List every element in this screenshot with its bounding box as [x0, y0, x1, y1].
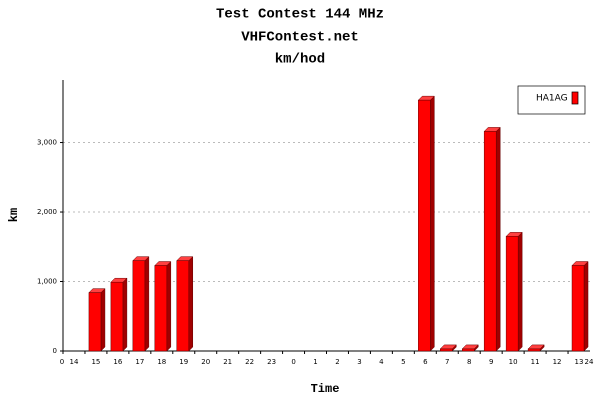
bar-side — [583, 260, 589, 352]
bar — [110, 281, 124, 352]
x-tick-label: 19 — [179, 358, 188, 366]
bar — [418, 99, 431, 352]
x-tick-label: 20 — [201, 358, 210, 366]
y-tick-label: 3,000 — [37, 139, 57, 147]
x-tick-label: 6 — [423, 358, 428, 366]
x-tick-label: 21 — [223, 358, 232, 366]
bar — [483, 131, 497, 352]
bar-side — [188, 256, 194, 352]
x-tick-label: 10 — [509, 358, 518, 366]
x-end-label: 0 — [60, 358, 64, 366]
bar-side — [122, 277, 128, 352]
x-tick-label: 16 — [113, 358, 122, 366]
bar — [176, 260, 190, 352]
x-tick-label: 3 — [357, 358, 361, 366]
bar-side — [166, 260, 172, 352]
x-tick-label: 18 — [157, 358, 166, 366]
y-tick-label: 1,000 — [37, 278, 57, 286]
x-tick-label: 0 — [291, 358, 295, 366]
chart-subtitle: km/hod — [275, 52, 325, 68]
x-tick-label: 2 — [335, 358, 339, 366]
bar-side — [100, 288, 106, 352]
bar — [88, 292, 102, 352]
bar — [440, 348, 453, 352]
chart-subtitle: VHFContest.net — [241, 30, 359, 46]
legend-label: HA1AG — [536, 94, 568, 104]
x-tick-label: 9 — [489, 358, 493, 366]
y-tick-label: 0 — [53, 347, 57, 355]
x-tick-label: 11 — [531, 358, 540, 366]
y-tick-label: 2,000 — [37, 208, 57, 216]
bar — [527, 348, 541, 352]
bar — [505, 236, 519, 352]
bar-side — [144, 256, 150, 352]
x-end-label: 24 — [585, 358, 594, 366]
x-tick-label: 15 — [91, 358, 100, 366]
x-tick-label: 13 — [575, 358, 584, 366]
bar-side — [517, 231, 523, 352]
y-axis-label: km — [7, 208, 21, 222]
x-tick-label: 23 — [267, 358, 276, 366]
x-tick-label: 22 — [245, 358, 254, 366]
chart-title: Test Contest 144 MHz — [216, 7, 384, 23]
x-tick-label: 4 — [379, 358, 384, 366]
x-tick-label: 1 — [313, 358, 317, 366]
bar — [571, 265, 585, 352]
x-tick-label: 5 — [401, 358, 405, 366]
x-axis-label: Time — [311, 382, 340, 396]
bar — [154, 265, 168, 352]
legend-swatch — [571, 91, 579, 105]
bar-side — [495, 126, 501, 352]
x-tick-label: 12 — [553, 358, 562, 366]
bar — [461, 348, 475, 352]
x-tick-label: 8 — [467, 358, 471, 366]
bar — [132, 260, 146, 352]
x-tick-label: 14 — [70, 358, 79, 366]
x-tick-label: 7 — [445, 358, 449, 366]
x-tick-label: 17 — [135, 358, 144, 366]
bar-side — [430, 95, 435, 352]
